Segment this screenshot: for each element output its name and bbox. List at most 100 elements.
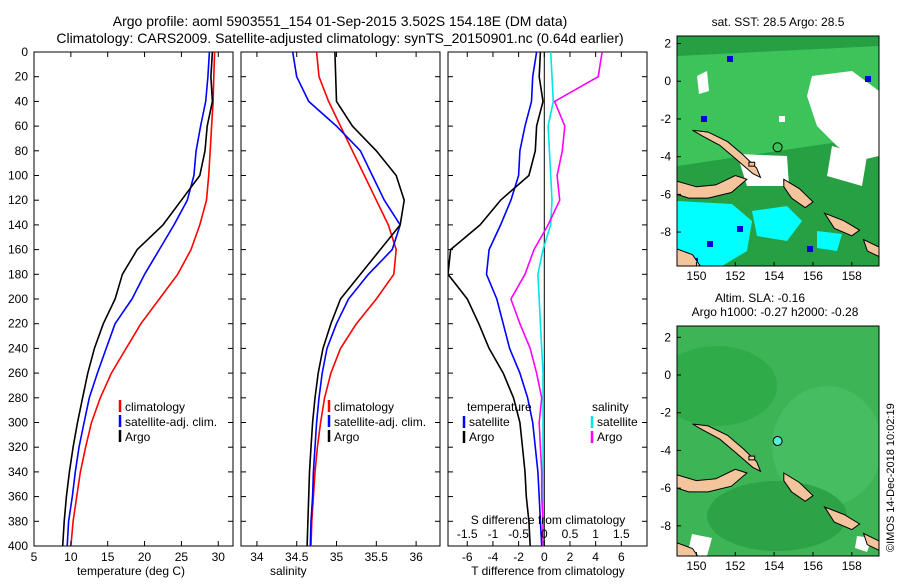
sla-map-frame bbox=[676, 325, 880, 557]
lat-tick-label: -4 bbox=[660, 150, 671, 164]
series-line-satellite-adj-clim- bbox=[66, 52, 211, 546]
temperature-legend: climatology satellite-adj. clim. Argo bbox=[118, 400, 217, 444]
s-tick-label: -1.5 bbox=[457, 527, 478, 541]
lon-tick-label: 158 bbox=[842, 269, 862, 283]
s-tick-label: 1 bbox=[592, 527, 599, 541]
land-mass bbox=[783, 178, 814, 209]
land-mass bbox=[862, 238, 879, 258]
s-tick-label: 0 bbox=[541, 527, 548, 541]
depth-tick-label: 180 bbox=[8, 267, 28, 281]
header-line-1: Argo profile: aoml 5903551_154 01-Sep-20… bbox=[113, 13, 568, 29]
series-line-argo bbox=[306, 52, 406, 546]
difference-chart bbox=[448, 52, 603, 546]
sst-speck bbox=[865, 76, 871, 82]
legend-label-climatology: climatology bbox=[334, 400, 394, 414]
x-tick-label: 15 bbox=[101, 550, 115, 564]
depth-tick-label: 360 bbox=[8, 490, 28, 504]
series-line-climatology bbox=[70, 52, 216, 546]
lat-tick-label: 0 bbox=[664, 74, 671, 88]
x-tick-label: 2 bbox=[567, 550, 574, 564]
difference-x-axis: -6 -4 -2 0 2 4 6 -1.5 -1 -0.5 0 0.5 1 1.5 bbox=[448, 51, 647, 564]
sst-cyan-region bbox=[752, 206, 802, 241]
s-tick-label: -0.5 bbox=[508, 527, 529, 541]
depth-tick-label: 220 bbox=[8, 317, 28, 331]
salinity-x-axis: 34 34.5 35 35.5 36 bbox=[241, 51, 440, 564]
sla-map-axes: 150 152 154 156 158 2 0 -2 -4 -6 -8 bbox=[660, 330, 862, 573]
salinity-legend: climatology satellite-adj. clim. Argo bbox=[327, 400, 426, 444]
lat-tick-label: -6 bbox=[660, 187, 671, 201]
temperature-chart bbox=[61, 52, 216, 546]
x-tick-label: 34 bbox=[250, 550, 264, 564]
legend-header-salinity: salinity bbox=[592, 400, 629, 414]
legend-label-t-argo: Argo bbox=[469, 430, 495, 444]
series-line-climatology bbox=[310, 52, 398, 546]
lon-tick-label: 150 bbox=[686, 559, 706, 573]
sst-speck bbox=[707, 241, 713, 247]
depth-tick-label: 340 bbox=[8, 465, 28, 479]
missing-data-region bbox=[827, 146, 867, 186]
lat-tick-label: 2 bbox=[664, 330, 671, 344]
land-mass bbox=[823, 505, 861, 531]
land-mass bbox=[783, 472, 814, 502]
legend-label-argo: Argo bbox=[334, 430, 360, 444]
s-tick-label: 1.5 bbox=[613, 527, 630, 541]
x-tick-label: 35 bbox=[330, 550, 344, 564]
series-line-temperature-argo bbox=[448, 52, 544, 546]
lat-tick-label: 0 bbox=[664, 368, 671, 382]
s-tick-label: 0.5 bbox=[562, 527, 579, 541]
land-mass bbox=[677, 248, 701, 266]
land-mass bbox=[677, 174, 748, 199]
land-mass bbox=[677, 468, 748, 493]
depth-tick-label: 80 bbox=[15, 144, 29, 158]
missing-data-region bbox=[697, 71, 709, 94]
x-tick-label: 25 bbox=[175, 550, 189, 564]
x-tick-label: -6 bbox=[462, 550, 473, 564]
depth-tick-label: 140 bbox=[8, 218, 28, 232]
sla-map-subtitle: Argo h1000: -0.27 h2000: -0.28 bbox=[692, 305, 859, 319]
difference-legend: temperature satellite Argo salinity sate… bbox=[462, 400, 638, 444]
land-mass bbox=[748, 455, 756, 461]
lon-tick-label: 154 bbox=[764, 269, 784, 283]
depth-tick-label: 240 bbox=[8, 341, 28, 355]
sst-map-title: sat. SST: 28.5 Argo: 28.5 bbox=[712, 15, 845, 29]
temperature-panel-frame bbox=[33, 51, 234, 547]
temperature-x-axis: 5 10 15 20 25 30 bbox=[31, 51, 233, 564]
x-tick-label: 0 bbox=[541, 550, 548, 564]
depth-tick-label: 400 bbox=[8, 539, 28, 553]
lon-tick-label: 152 bbox=[725, 559, 745, 573]
depth-axis-labels: 0 20 40 60 80 100 120 140 160 180 200 220 240 260 280 3… bbox=[8, 45, 28, 553]
imos-stamp: ©IMOS 14-Dec-2018 10:02:19 bbox=[885, 403, 897, 552]
depth-tick-label: 120 bbox=[8, 193, 28, 207]
depth-tick-label: 20 bbox=[15, 70, 29, 84]
x-tick-label: 36 bbox=[409, 550, 423, 564]
lat-tick-label: -4 bbox=[660, 443, 671, 457]
lon-tick-label: 156 bbox=[803, 269, 823, 283]
land-mass bbox=[677, 542, 699, 556]
x-tick-label: 6 bbox=[618, 550, 625, 564]
series-line-temperature-satellite bbox=[485, 52, 543, 546]
legend-label-t-satellite: satellite bbox=[469, 415, 510, 429]
sst-cyan-region bbox=[677, 201, 752, 266]
lat-tick-label: -6 bbox=[660, 481, 671, 495]
sst-map bbox=[677, 36, 879, 266]
sst-speck bbox=[807, 246, 813, 252]
series-line-satellite-adj-clim- bbox=[291, 52, 402, 546]
x-tick-label: 5 bbox=[31, 550, 38, 564]
x-tick-label: 20 bbox=[138, 550, 152, 564]
sla-blob bbox=[772, 386, 879, 506]
lon-tick-label: 154 bbox=[764, 559, 784, 573]
sst-cyan-region bbox=[817, 231, 842, 251]
sst-speck bbox=[737, 226, 743, 232]
depth-tick-label: 320 bbox=[8, 440, 28, 454]
temperature-axis-label: temperature (deg C) bbox=[77, 564, 185, 578]
s-tick-label: -1 bbox=[488, 527, 499, 541]
legend-label-s-argo: Argo bbox=[597, 430, 623, 444]
series-line-salinity-argo bbox=[510, 52, 603, 546]
x-tick-label: -2 bbox=[513, 550, 524, 564]
x-tick-label: 34.5 bbox=[285, 550, 309, 564]
x-tick-label: 30 bbox=[212, 550, 226, 564]
lon-tick-label: 150 bbox=[686, 269, 706, 283]
sla-map-title: Altim. SLA: -0.16 bbox=[715, 291, 805, 305]
x-tick-label: 10 bbox=[64, 550, 78, 564]
